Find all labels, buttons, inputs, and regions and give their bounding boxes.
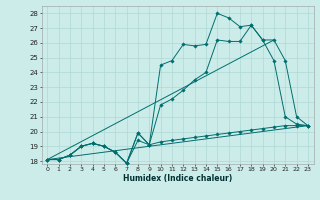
X-axis label: Humidex (Indice chaleur): Humidex (Indice chaleur): [123, 174, 232, 183]
